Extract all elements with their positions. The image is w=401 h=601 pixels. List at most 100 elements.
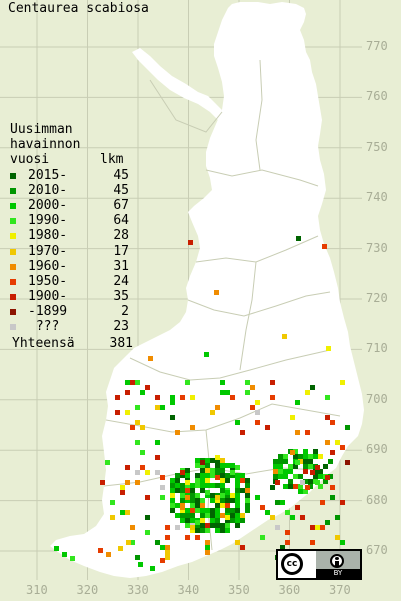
observation-square xyxy=(215,463,220,468)
observation-square xyxy=(170,415,175,420)
observation-square xyxy=(210,483,215,488)
observation-square xyxy=(235,465,240,470)
observation-square xyxy=(195,493,200,498)
observation-square xyxy=(220,523,225,528)
observation-square xyxy=(298,484,303,489)
observation-square xyxy=(273,474,278,479)
observation-square xyxy=(298,474,303,479)
cc-by-license-badge[interactable]: cc BY xyxy=(276,549,362,580)
observation-square xyxy=(185,488,190,493)
observation-square xyxy=(125,390,130,395)
observation-square xyxy=(205,508,210,513)
observation-square xyxy=(130,425,135,430)
legend-swatch xyxy=(10,324,16,330)
observation-square xyxy=(215,513,220,518)
observation-square xyxy=(318,484,323,489)
observation-square xyxy=(180,498,185,503)
observation-square xyxy=(303,449,308,454)
finland-land-area xyxy=(50,2,364,578)
observation-square xyxy=(313,449,318,454)
observation-square xyxy=(148,356,153,361)
observation-square xyxy=(205,463,210,468)
observation-square xyxy=(278,474,283,479)
observation-square xyxy=(175,473,180,478)
observation-square xyxy=(298,459,303,464)
observation-square xyxy=(200,468,205,473)
x-tick-label: 350 xyxy=(228,583,250,597)
observation-square xyxy=(225,518,230,523)
observation-square xyxy=(273,459,278,464)
observation-square xyxy=(220,513,225,518)
y-tick-label: 750 xyxy=(366,139,388,154)
attribution-person-icon xyxy=(330,554,344,568)
observation-square xyxy=(235,488,240,493)
observation-square xyxy=(135,380,140,385)
observation-square xyxy=(225,490,230,495)
observation-square xyxy=(54,546,59,551)
observation-square xyxy=(303,479,308,484)
observation-square xyxy=(230,493,235,498)
observation-square xyxy=(215,508,220,513)
observation-square xyxy=(200,518,205,523)
observation-square xyxy=(180,513,185,518)
observation-square xyxy=(195,478,200,483)
observation-square xyxy=(200,498,205,503)
observation-square xyxy=(230,395,235,400)
observation-square xyxy=(265,510,270,515)
observation-square xyxy=(170,478,175,483)
observation-square xyxy=(140,390,145,395)
legend-entry-count: 23 xyxy=(113,319,129,334)
observation-square xyxy=(220,528,225,533)
observation-square xyxy=(225,473,230,478)
region-border-line xyxy=(239,261,257,371)
observation-square xyxy=(278,469,283,474)
legend-entry-label: 2000- xyxy=(28,198,68,214)
observation-square xyxy=(225,390,230,395)
observation-square xyxy=(185,480,190,485)
x-tick-label: 370 xyxy=(329,583,351,597)
observation-square xyxy=(265,425,270,430)
observation-square xyxy=(210,458,215,463)
observation-square xyxy=(325,415,330,420)
observation-square xyxy=(220,463,225,468)
observation-square xyxy=(310,540,315,545)
observation-square xyxy=(215,475,220,480)
observation-square xyxy=(210,468,215,473)
y-tick-label: 720 xyxy=(366,291,388,305)
observation-square xyxy=(115,410,120,415)
observation-square xyxy=(225,493,230,498)
observation-square xyxy=(245,483,250,488)
region-border-line xyxy=(129,349,331,381)
observation-square xyxy=(205,523,210,528)
observation-square xyxy=(220,483,225,488)
observation-square xyxy=(145,530,150,535)
observation-square xyxy=(190,508,195,513)
legend-swatch xyxy=(10,233,16,240)
x-tick-label: 340 xyxy=(177,583,200,597)
observation-square xyxy=(220,458,225,463)
observation-square xyxy=(210,513,215,518)
observation-square xyxy=(293,454,298,459)
observation-square xyxy=(315,480,320,485)
observation-square xyxy=(105,460,110,465)
observation-square xyxy=(195,458,200,463)
observation-square xyxy=(215,468,220,473)
legend-entry-label: 1980- xyxy=(28,228,68,244)
observation-square xyxy=(150,566,155,571)
observation-square xyxy=(288,484,293,489)
observation-square xyxy=(106,552,111,557)
observation-square xyxy=(240,478,245,483)
observation-square xyxy=(335,515,340,520)
x-tick-label: 320 xyxy=(76,583,99,597)
observation-square xyxy=(310,385,315,390)
observation-square xyxy=(245,390,250,395)
observation-square xyxy=(235,503,240,508)
observation-square xyxy=(235,420,240,425)
observation-square xyxy=(210,518,215,523)
observation-square xyxy=(220,390,225,395)
y-tick-label: 760 xyxy=(366,89,388,104)
observation-square xyxy=(230,463,235,468)
observation-square xyxy=(130,525,135,530)
observation-square xyxy=(195,473,200,478)
observation-square xyxy=(210,523,215,528)
